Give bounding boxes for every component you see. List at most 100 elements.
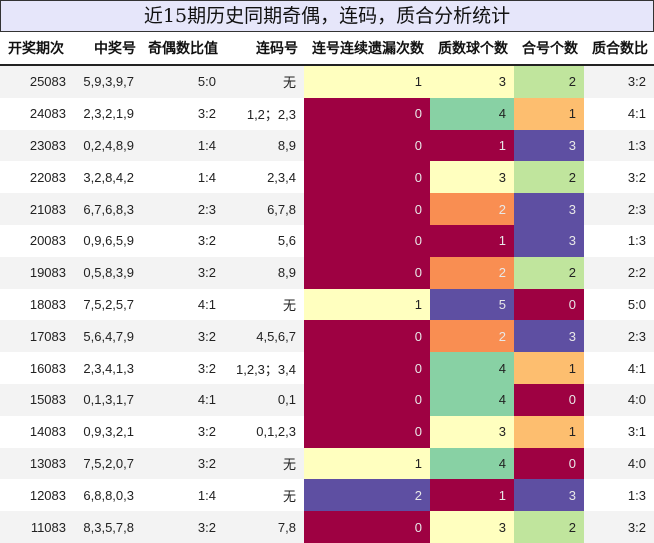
cell-ratio: 3:2 <box>584 511 654 543</box>
cell-numbers: 2,3,2,1,9 <box>74 97 142 130</box>
table-row: 21083 6,7,6,8,3 2:3 6,7,8 0 2 3 2:3 <box>0 193 654 225</box>
cell-period: 25083 <box>0 65 74 98</box>
cell-odd-even: 2:3 <box>142 193 224 225</box>
cell-prime: 2 <box>430 256 514 289</box>
cell-consecutive: 0,1,2,3 <box>224 415 304 448</box>
cell-ratio: 4:0 <box>584 383 654 416</box>
cell-period: 18083 <box>0 288 74 321</box>
header-miss: 连号连续遗漏次数 <box>304 32 430 66</box>
cell-consecutive: 2,3,4 <box>224 161 304 194</box>
cell-numbers: 5,9,3,9,7 <box>74 65 142 98</box>
cell-numbers: 0,2,4,8,9 <box>74 129 142 162</box>
cell-composite: 2 <box>514 511 584 543</box>
cell-miss: 0 <box>304 320 430 353</box>
cell-prime: 4 <box>430 447 514 480</box>
cell-prime: 4 <box>430 383 514 416</box>
header-composite: 合号个数 <box>514 32 584 66</box>
cell-numbers: 6,8,8,0,3 <box>74 479 142 512</box>
cell-period: 24083 <box>0 97 74 130</box>
cell-composite: 2 <box>514 256 584 289</box>
cell-numbers: 0,5,8,3,9 <box>74 256 142 289</box>
header-period: 开奖期次 <box>0 32 74 66</box>
cell-numbers: 3,2,8,4,2 <box>74 161 142 194</box>
cell-odd-even: 4:1 <box>142 383 224 416</box>
cell-consecutive: 0,1 <box>224 383 304 416</box>
cell-odd-even: 3:2 <box>142 352 224 384</box>
cell-prime: 4 <box>430 352 514 384</box>
cell-composite: 2 <box>514 161 584 194</box>
cell-ratio: 2:3 <box>584 193 654 225</box>
header-odd-even: 奇偶数比值 <box>142 32 224 66</box>
header-ratio: 质合数比 <box>584 32 654 66</box>
cell-miss: 0 <box>304 415 430 448</box>
table-row: 15083 0,1,3,1,7 4:1 0,1 0 4 0 4:0 <box>0 383 654 416</box>
header-consecutive: 连码号 <box>224 32 304 66</box>
cell-ratio: 1:3 <box>584 224 654 257</box>
cell-prime: 2 <box>430 193 514 225</box>
cell-miss: 1 <box>304 288 430 321</box>
cell-numbers: 8,3,5,7,8 <box>74 511 142 543</box>
cell-consecutive: 无 <box>224 288 304 321</box>
table-row: 12083 6,8,8,0,3 1:4 无 2 1 3 1:3 <box>0 479 654 512</box>
cell-miss: 0 <box>304 383 430 416</box>
cell-miss: 0 <box>304 224 430 257</box>
cell-composite: 0 <box>514 288 584 321</box>
table-row: 16083 2,3,4,1,3 3:2 1,2,3；3,4 0 4 1 4:1 <box>0 352 654 384</box>
table-row: 20083 0,9,6,5,9 3:2 5,6 0 1 3 1:3 <box>0 224 654 257</box>
cell-consecutive: 7,8 <box>224 511 304 543</box>
cell-ratio: 3:2 <box>584 65 654 98</box>
cell-period: 12083 <box>0 479 74 512</box>
table-row: 25083 5,9,3,9,7 5:0 无 1 3 2 3:2 <box>0 65 654 98</box>
cell-numbers: 6,7,6,8,3 <box>74 193 142 225</box>
cell-consecutive: 5,6 <box>224 224 304 257</box>
cell-composite: 1 <box>514 352 584 384</box>
cell-period: 14083 <box>0 415 74 448</box>
header-prime: 质数球个数 <box>430 32 514 66</box>
cell-numbers: 7,5,2,5,7 <box>74 288 142 321</box>
cell-prime: 5 <box>430 288 514 321</box>
cell-miss: 0 <box>304 193 430 225</box>
cell-composite: 3 <box>514 193 584 225</box>
cell-miss: 0 <box>304 352 430 384</box>
cell-period: 13083 <box>0 447 74 480</box>
cell-prime: 4 <box>430 97 514 130</box>
cell-ratio: 4:0 <box>584 447 654 480</box>
cell-consecutive: 8,9 <box>224 256 304 289</box>
cell-odd-even: 3:2 <box>142 511 224 543</box>
cell-consecutive: 4,5,6,7 <box>224 320 304 353</box>
cell-numbers: 0,1,3,1,7 <box>74 383 142 416</box>
cell-odd-even: 1:4 <box>142 129 224 162</box>
header-numbers: 中奖号 <box>74 32 142 66</box>
cell-period: 15083 <box>0 383 74 416</box>
cell-prime: 3 <box>430 415 514 448</box>
cell-odd-even: 5:0 <box>142 65 224 98</box>
cell-odd-even: 4:1 <box>142 288 224 321</box>
cell-period: 19083 <box>0 256 74 289</box>
cell-miss: 0 <box>304 256 430 289</box>
cell-odd-even: 3:2 <box>142 97 224 130</box>
cell-composite: 3 <box>514 129 584 162</box>
cell-ratio: 4:1 <box>584 97 654 130</box>
cell-prime: 3 <box>430 65 514 98</box>
cell-composite: 2 <box>514 65 584 98</box>
cell-odd-even: 1:4 <box>142 479 224 512</box>
cell-ratio: 4:1 <box>584 352 654 384</box>
cell-odd-even: 1:4 <box>142 161 224 194</box>
cell-period: 11083 <box>0 511 74 543</box>
table-row: 17083 5,6,4,7,9 3:2 4,5,6,7 0 2 3 2:3 <box>0 320 654 353</box>
cell-prime: 3 <box>430 161 514 194</box>
cell-odd-even: 3:2 <box>142 224 224 257</box>
cell-odd-even: 3:2 <box>142 320 224 353</box>
cell-prime: 1 <box>430 479 514 512</box>
cell-period: 23083 <box>0 129 74 162</box>
cell-prime: 1 <box>430 129 514 162</box>
cell-miss: 1 <box>304 447 430 480</box>
cell-consecutive: 无 <box>224 65 304 98</box>
cell-consecutive: 无 <box>224 479 304 512</box>
cell-composite: 1 <box>514 415 584 448</box>
cell-composite: 0 <box>514 447 584 480</box>
cell-composite: 3 <box>514 320 584 353</box>
table-body: 25083 5,9,3,9,7 5:0 无 1 3 2 3:2 24083 2,3,2,1,9 3:… <box>0 65 654 543</box>
cell-odd-even: 3:2 <box>142 447 224 480</box>
cell-numbers: 7,5,2,0,7 <box>74 447 142 480</box>
